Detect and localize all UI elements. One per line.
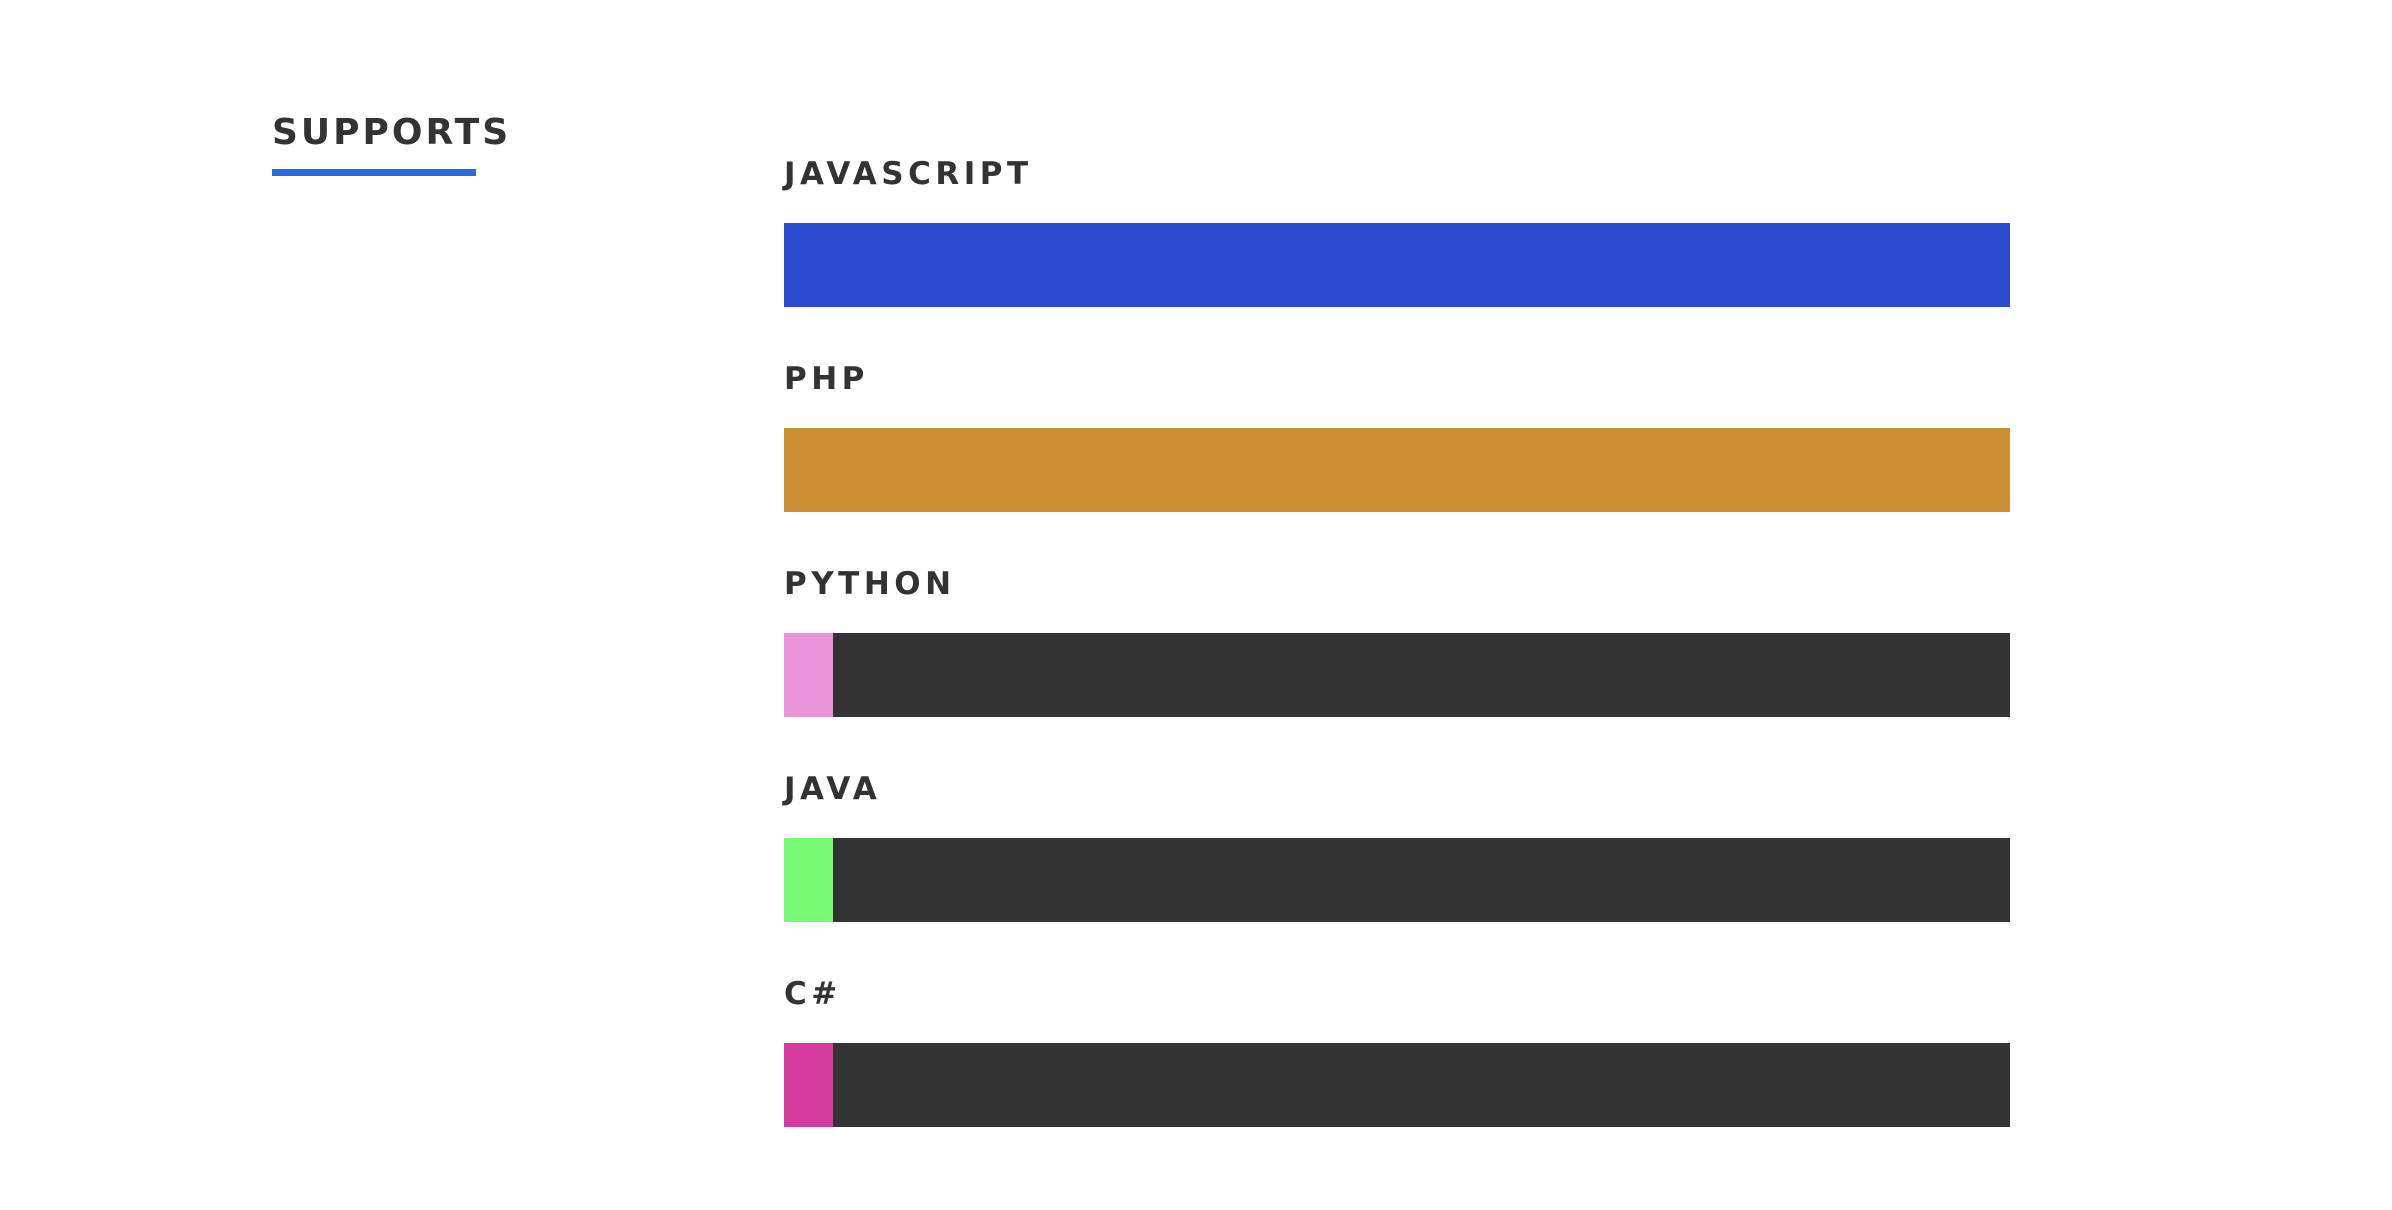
section-title: SUPPORTS [272,112,512,153]
skill-progress-fill [784,633,834,717]
skill-progress-track [784,428,2010,512]
section-title-underline [272,169,476,176]
skill-label: JAVASCRIPT [784,156,1033,192]
skill-label: PHP [784,361,869,397]
skill-item-php: PHP [784,359,2010,519]
skill-item-python: PYTHON [784,564,2010,724]
skill-progress-fill [784,838,834,922]
skill-progress-fill [784,428,2010,512]
skill-label: PYTHON [784,566,956,602]
skill-item-java: JAVA [784,769,2010,929]
skill-progress-fill [784,223,2010,307]
skill-label: JAVA [784,771,882,807]
skill-progress-fill [784,1043,834,1127]
skill-item-javascript: JAVASCRIPT [784,154,2010,314]
skill-item-csharp: C# [784,974,2010,1134]
skill-progress-track [784,838,2010,922]
skill-progress-track [784,223,2010,307]
skill-label: C# [784,976,842,1012]
skill-progress-track [784,633,2010,717]
skill-progress-track [784,1043,2010,1127]
